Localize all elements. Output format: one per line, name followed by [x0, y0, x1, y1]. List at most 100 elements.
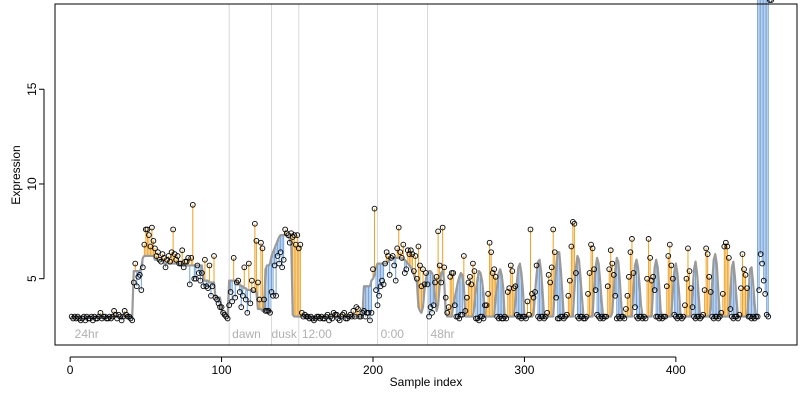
data-point [512, 283, 519, 290]
data-point [267, 309, 273, 316]
data-point [447, 273, 454, 280]
data-point [701, 287, 708, 293]
data-point [386, 272, 393, 278]
data-point [585, 291, 591, 297]
data-point [348, 313, 355, 320]
x-axis-title: Sample index [390, 375, 463, 389]
data-point [196, 270, 202, 276]
data-point [167, 258, 173, 265]
data-point [380, 281, 387, 288]
data-point [686, 268, 693, 274]
data-point [736, 311, 743, 318]
data-point [383, 249, 390, 256]
residual-segments [72, 0, 769, 321]
data-point [333, 311, 340, 318]
data-point [438, 279, 444, 286]
data-point [295, 245, 302, 252]
data-point [548, 264, 555, 271]
data-point [756, 287, 762, 293]
data-point [202, 256, 208, 263]
data-point [88, 313, 95, 320]
data-point [430, 302, 437, 309]
data-point [607, 247, 614, 254]
data-point [141, 241, 148, 248]
data-point [429, 309, 435, 316]
data-point [603, 313, 610, 320]
data-point [492, 273, 499, 280]
data-point [398, 255, 405, 261]
data-point [445, 304, 452, 310]
data-point [567, 277, 573, 284]
data-point [403, 266, 410, 273]
data-point [250, 287, 257, 293]
data-point [432, 279, 438, 286]
data-point [754, 313, 761, 320]
data-point [420, 266, 426, 273]
data-point [408, 247, 414, 254]
data-point [650, 273, 656, 280]
data-point [423, 270, 429, 276]
data-point [406, 251, 413, 257]
data-point [329, 315, 335, 322]
data-point [395, 224, 402, 231]
data-point [623, 306, 629, 312]
data-point [214, 296, 220, 303]
data-point [415, 243, 422, 250]
data-point [412, 253, 419, 259]
data-point [741, 266, 747, 273]
data-point [722, 239, 729, 246]
data-point [624, 292, 631, 299]
data-point [268, 289, 275, 295]
data-point [389, 253, 396, 259]
data-point [379, 277, 385, 284]
data-point [742, 272, 749, 278]
data-point [235, 277, 242, 284]
data-point [401, 270, 408, 276]
data-point [461, 253, 467, 259]
data-point [414, 275, 420, 282]
data-point [721, 243, 728, 250]
condition-vlines [228, 4, 429, 345]
data-point [544, 309, 550, 316]
data-point [485, 291, 491, 297]
data-point [144, 226, 151, 233]
data-point [97, 309, 104, 316]
data-point [355, 306, 361, 312]
data-point [424, 281, 431, 288]
data-point [274, 253, 281, 259]
data-point [371, 205, 378, 212]
data-point [532, 289, 538, 295]
data-point [527, 226, 534, 233]
data-point [173, 256, 179, 263]
plot-frame [54, 3, 798, 346]
data-point [456, 315, 463, 322]
data-point [471, 268, 478, 274]
data-point [604, 283, 611, 290]
data-point [245, 260, 252, 267]
data-point [112, 311, 119, 318]
data-point [130, 279, 137, 286]
data-point [177, 260, 184, 267]
data-point [669, 275, 676, 282]
data-point [170, 226, 176, 233]
data-point [365, 309, 372, 316]
data-point [685, 245, 691, 252]
condition-label: 48hr [431, 327, 455, 341]
data-point [230, 255, 237, 261]
data-point [476, 317, 482, 324]
data-point [174, 253, 181, 259]
data-point [609, 260, 616, 267]
data-point [336, 317, 343, 324]
data-point [277, 249, 284, 256]
data-point [689, 304, 696, 310]
data-point [488, 249, 494, 256]
data-point [192, 275, 199, 282]
data-point [439, 224, 446, 231]
data-point [194, 262, 201, 269]
data-point [421, 281, 428, 288]
data-point [236, 289, 243, 295]
data-point [189, 201, 196, 208]
data-point [627, 249, 634, 256]
data-point [374, 302, 381, 309]
data-point [205, 285, 211, 292]
